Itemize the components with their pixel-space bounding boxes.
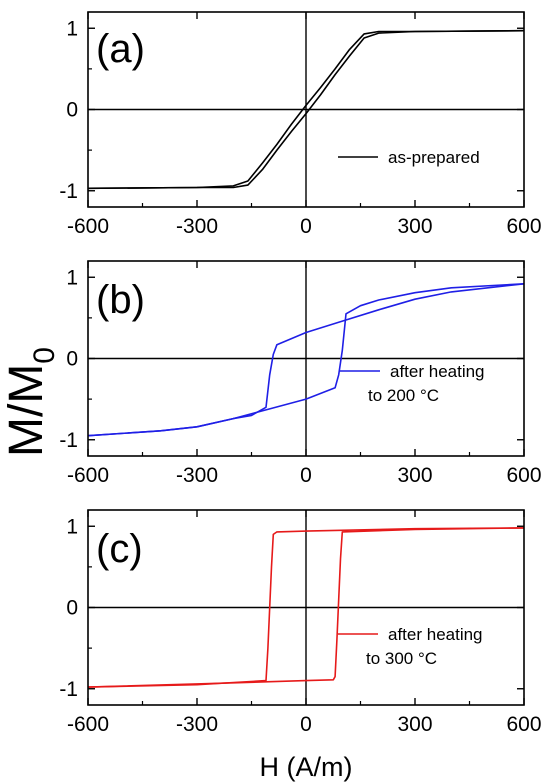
legend-label: to 200 °C [368,386,439,405]
y-axis-label: M/M0 [0,347,61,457]
x-tick-label: 600 [506,713,541,736]
legend-label: after heating [388,625,483,644]
y-tick-label: -1 [59,678,78,701]
legend-label: as-prepared [388,148,480,167]
series-line-ascending [87,527,525,688]
panel-label: (c) [96,527,143,571]
x-tick-label: -600 [67,713,109,736]
x-tick-label: 0 [300,215,312,238]
panels: -600 -300 0 300 600 1 0 -1 (a) as-prepared -600 -30… [59,11,542,736]
x-tick-label: 0 [300,464,312,487]
panel-label: (b) [96,278,145,322]
x-tick-label: 300 [397,713,432,736]
panel-3: -600 -300 0 300 600 1 0 -1 (c) after heating to 30… [59,509,542,736]
legend: after heating to 200 °C [340,362,485,405]
legend: after heating to 300 °C [338,625,483,668]
panel-label: (a) [96,27,145,71]
y-tick-label: 0 [66,597,78,620]
x-tick-label: -300 [176,215,218,238]
x-tick-label: -300 [176,464,218,487]
y-axis-label-subscript: 0 [28,347,61,364]
x-tick-label: 0 [300,713,312,736]
y-tick-label: 0 [66,99,78,122]
x-tick-label: -300 [176,713,218,736]
legend-label: after heating [390,362,485,381]
y-tick-label: 1 [66,266,78,289]
y-tick-label: 1 [66,17,78,40]
series-line-ascending [87,283,525,437]
y-tick-label: 1 [66,515,78,538]
x-axis-label: H (A/m) [260,752,353,782]
x-tick-label: -600 [67,464,109,487]
x-tick-label: 600 [506,215,541,238]
x-tick-label: 300 [397,464,432,487]
x-tick-label: -600 [67,215,109,238]
y-tick-label: -1 [59,429,78,452]
y-axis-label-main: M/M [0,364,53,457]
y-tick-label: -1 [59,180,78,203]
series-line-ascending [87,29,525,190]
panel-1: -600 -300 0 300 600 1 0 -1 (a) as-prepared [59,11,542,238]
legend: as-prepared [338,148,480,167]
x-tick-label: 600 [506,464,541,487]
y-tick-label: 0 [66,348,78,371]
panel-2: -600 -300 0 300 600 1 0 -1 (b) after heating to 20… [59,260,542,487]
x-tick-label: 300 [397,215,432,238]
legend-label: to 300 °C [366,649,437,668]
series-line-descending [87,29,525,190]
